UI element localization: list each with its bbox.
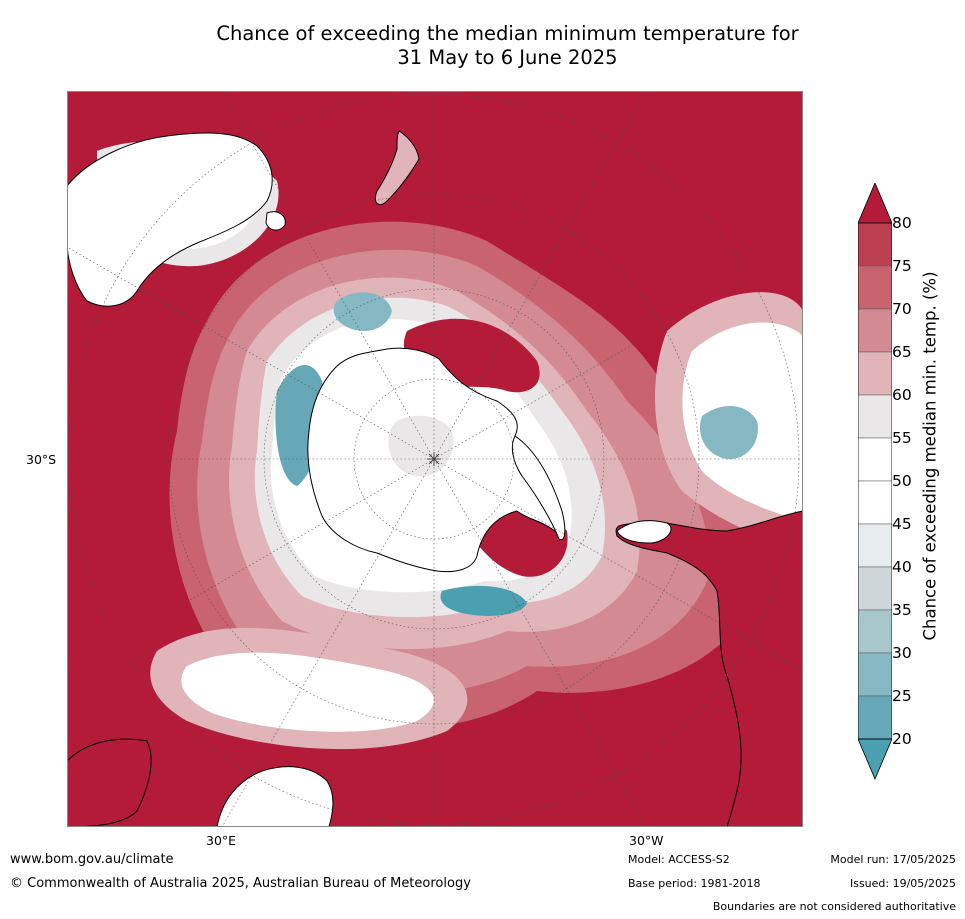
africa-west-coast — [67, 738, 152, 827]
longitude-label-30e: 30°E — [206, 833, 237, 848]
colorbar-tick-label: 35 — [892, 601, 912, 619]
colorbar-bin — [857, 695, 893, 740]
new-zealand — [374, 130, 420, 206]
colorbar-bin — [857, 265, 893, 310]
colorbar-bin — [857, 437, 893, 482]
colorbar-bin — [857, 222, 893, 267]
colorbar-tick-label: 50 — [892, 472, 912, 490]
colorbar-bin — [857, 523, 893, 568]
colorbar-tick-label: 70 — [892, 300, 912, 318]
blue-patch-amundsen — [333, 292, 392, 331]
colorbar-tick-label: 65 — [892, 343, 912, 361]
colorbar-tick-label: 60 — [892, 386, 912, 404]
blue-patch-ross-sea — [440, 585, 527, 616]
footer-model-run: Model run: 17/05/2025 — [830, 853, 956, 866]
latitude-label-30s: 30°S — [26, 452, 57, 467]
colorbar-tick-label: 30 — [892, 644, 912, 662]
footer-copyright: © Commonwealth of Australia 2025, Austra… — [10, 876, 471, 891]
meridian-150e — [221, 91, 435, 460]
colorbar-bin — [857, 351, 893, 396]
colorbar-bin — [857, 480, 893, 525]
colorbar-svg — [857, 181, 893, 781]
map-title: Chance of exceeding the median minimum t… — [60, 22, 955, 70]
footer-issued: Issued: 19/05/2025 — [849, 877, 956, 890]
south-america-tip — [616, 520, 672, 544]
footer-model: Model: ACCESS-S2 — [628, 853, 730, 866]
antarctic-peninsula — [511, 435, 566, 541]
meridian-120e — [67, 246, 435, 460]
south-pole-marker — [427, 452, 441, 466]
footer-url: www.bom.gov.au/climate — [10, 852, 174, 867]
colorbar-extend-bottom — [857, 738, 893, 781]
antarctica-grey-interior — [388, 415, 454, 477]
white-region-south-atlantic — [181, 652, 434, 732]
colorbar-tick-label: 75 — [892, 257, 912, 275]
meridian-60w — [433, 458, 803, 672]
colorbar-title: Chance of exceeding median min. temp. (%… — [920, 271, 940, 641]
colorbar-tick-label: 40 — [892, 558, 912, 576]
map-svg — [67, 91, 803, 827]
colorbar-bin — [857, 308, 893, 353]
colorbar-bin — [857, 566, 893, 611]
latitude-circle-50s — [263, 288, 605, 630]
colorbar-tick-label: 55 — [892, 429, 912, 447]
meridian-30w — [433, 458, 647, 827]
colorbar-tick-label: 20 — [892, 730, 912, 748]
meridian-120w — [433, 246, 803, 460]
blue-patch-east-pacific — [699, 405, 758, 460]
meridian-150w — [433, 91, 647, 460]
australia — [67, 132, 273, 307]
probability-map — [67, 91, 803, 827]
meridian-60e — [67, 458, 435, 672]
footer-base-period: Base period: 1981-2018 — [628, 877, 761, 890]
footer-disclaimer: Boundaries are not considered authoritat… — [712, 900, 956, 913]
colorbar-tick-label: 80 — [892, 214, 912, 232]
longitude-label-30w: 30°W — [629, 833, 664, 848]
colorbar — [857, 181, 893, 783]
colorbar-tick-label: 25 — [892, 687, 912, 705]
colorbar-tick-label: 45 — [892, 515, 912, 533]
colorbar-bin — [857, 609, 893, 654]
title-line-2: 31 May to 6 June 2025 — [397, 46, 618, 69]
south-america — [615, 510, 803, 827]
southern-africa — [216, 766, 334, 827]
title-line-1: Chance of exceeding the median minimum t… — [216, 22, 799, 45]
map-border — [67, 91, 803, 827]
tasmania — [265, 211, 286, 231]
meridian-30e — [221, 458, 435, 827]
graticule — [67, 91, 803, 827]
colorbar-bin — [857, 394, 893, 439]
colorbar-bin — [857, 652, 893, 697]
colorbar-extend-top — [857, 181, 893, 224]
